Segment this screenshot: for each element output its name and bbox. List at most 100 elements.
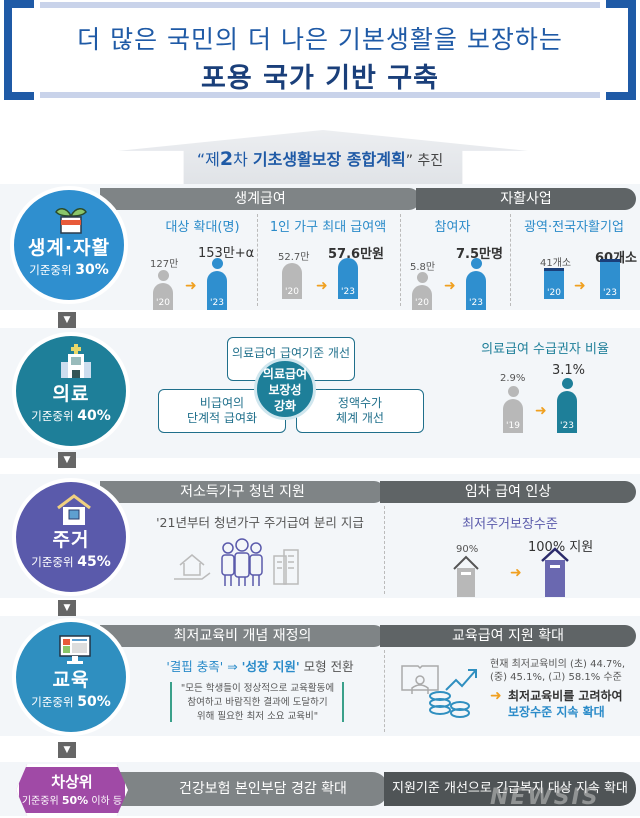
bar-youth-support: 저소득가구 청년 지원: [100, 481, 385, 503]
center-line: 의료급여: [262, 367, 308, 381]
arrow-right-icon: ➜: [316, 278, 328, 294]
person-icon: '19: [503, 386, 523, 433]
quote-line: 위해 필요한 최저 소요 교육비": [196, 711, 319, 722]
quote-line: 참여하고 바람직한 결과에 도달하기: [187, 697, 328, 708]
box-fixed-fee: 정액수가 체계 개선: [296, 389, 424, 433]
house-after-icon: [541, 547, 569, 597]
plan-prefix: “제: [196, 150, 220, 169]
divider: [257, 214, 258, 306]
before-value: 41개소: [540, 258, 572, 269]
bar-education-benefit: 교육급여 지원 확대: [380, 625, 636, 647]
family-icon: [221, 538, 263, 586]
quote-bar-right: [342, 682, 344, 722]
plan-suffix: ” 추진: [405, 153, 444, 169]
section-criteria: 기준중위 45%: [31, 554, 111, 570]
criteria-label: 기준중위: [31, 555, 78, 569]
expand-text: 최저교육비를 고려하여 보장수준 지속 확대: [508, 688, 638, 720]
arrow-right-icon: ➜: [574, 278, 586, 294]
model-arrow: ⇒: [227, 659, 238, 674]
arrow-right-icon: ➜: [490, 688, 502, 704]
section-criteria: 기준중위 50%: [31, 694, 111, 710]
building-icon: '23: [600, 259, 620, 299]
section-name: 생계·자활: [27, 237, 111, 259]
after-value: 7.5만명: [456, 247, 503, 262]
box-line: 단계적 급여화: [186, 411, 258, 425]
bar-health-insurance: 건강보험 본인부담 경감 확대: [118, 772, 388, 806]
after-value: 3.1%: [552, 363, 586, 378]
current-line: (중) 45.1%, (고) 58.1% 수준: [490, 672, 622, 683]
section-criteria: 기준중위 40%: [31, 408, 111, 424]
criteria-suffix: 이하 등: [88, 796, 123, 807]
arrow-right-icon: ➜: [444, 278, 456, 294]
down-arrow-icon: ▼: [58, 742, 76, 758]
before-value: 90%: [456, 544, 479, 555]
criteria-label: 기준중위: [29, 263, 76, 277]
definition-quote: "모든 학생들이 정상적으로 교육활동에 참여하고 바람직한 결과에 도달하기 위해…: [175, 682, 340, 724]
plan-title: “제2차 기초생활보장 종합계획” 추진: [0, 146, 640, 170]
banner-top-line: [40, 2, 600, 8]
quote-bar-left: [170, 682, 172, 722]
person-icon: '23: [466, 258, 486, 310]
divider: [400, 214, 401, 306]
criteria-label: 기준중위: [31, 695, 78, 709]
after-value: 57.6만원: [328, 247, 384, 262]
before-value: 2.9%: [500, 373, 526, 384]
before-value: 5.8만: [410, 262, 436, 273]
model-suffix: 모형 전환: [299, 659, 354, 674]
model-shift: '결핍 충족' ⇒ '성장 지원' 모형 전환: [140, 656, 380, 675]
plant-pot-icon: [55, 208, 87, 234]
title-line-2: 포용 국가 기반 구축: [201, 63, 439, 94]
section-name: 차상위: [51, 773, 93, 791]
item-title: 광역·전국자활기업: [524, 220, 624, 235]
criteria-pct: 50%: [61, 794, 89, 807]
arrow-right-icon: ➜: [185, 278, 197, 294]
youth-text: '21년부터 청년가구 주거급여 분리 지급: [156, 515, 364, 530]
section-name: 주거: [52, 529, 90, 551]
plan-number: 2: [219, 148, 234, 170]
criteria-pct: 40%: [77, 408, 111, 424]
center-line: 강화: [273, 399, 297, 413]
bracket-left-bottom: [4, 92, 34, 100]
after-value: 153만+α: [198, 246, 255, 261]
bracket-right: [628, 0, 636, 100]
banner-bottom-line: [40, 92, 600, 98]
before-value: 52.7만: [278, 252, 310, 263]
person-icon: '23: [557, 378, 577, 433]
section-name: 교육: [52, 669, 90, 691]
item-title: 참여자: [434, 220, 471, 235]
criteria-pct: 45%: [77, 554, 111, 570]
bar-self-support: 자활사업: [416, 188, 636, 210]
model-to: '성장 지원': [241, 659, 300, 674]
coin-bar-icon: '20: [282, 263, 302, 299]
building-icon: '20: [544, 268, 564, 299]
criteria-label: 기준중위: [31, 409, 78, 423]
standard-title: 최저주거보장수준: [462, 517, 558, 532]
expand-line: 최저교육비를 고려하여: [508, 689, 623, 703]
circle-education: 교육 기준중위 50%: [12, 618, 130, 736]
book-coins-growth-icon: [401, 665, 477, 718]
section-criteria: 기준중위 30%: [29, 262, 109, 278]
center-line: 보장성: [268, 383, 302, 397]
person-icon: '20: [153, 270, 173, 310]
plan-mid: 차: [233, 150, 253, 169]
bar-livelihood-benefit: 생계급여: [100, 188, 420, 210]
current-level-text: 현재 최저교육비의 (초) 44.7%, (중) 45.1%, (고) 58.1%…: [490, 658, 638, 684]
circle-livelihood: 생계·자활 기준중위 30%: [10, 186, 128, 304]
house-before-icon: [453, 555, 479, 597]
item-title: 대상 확대(명): [165, 220, 240, 235]
monitor-icon: [59, 635, 91, 664]
house-hand-icon: [174, 554, 211, 580]
down-arrow-icon: ▼: [58, 312, 76, 328]
bracket-right-top: [606, 0, 636, 8]
down-arrow-icon: ▼: [58, 452, 76, 468]
bracket-left-top: [4, 0, 34, 8]
title-line-1: 더 많은 국민의 더 나은 기본생활을 보장하는: [77, 25, 563, 54]
circle-medical: 의료 기준중위 40%: [12, 332, 130, 450]
person-icon: '23: [207, 258, 227, 310]
box-line: 비급여의: [199, 396, 245, 410]
section-criteria: 기준중위 50% 이하 등: [19, 792, 125, 807]
before-value: 127만: [150, 259, 179, 270]
plan-name: 기초생활보장 종합계획: [252, 150, 406, 169]
current-line: 현재 최저교육비의 (초) 44.7%,: [490, 659, 626, 670]
